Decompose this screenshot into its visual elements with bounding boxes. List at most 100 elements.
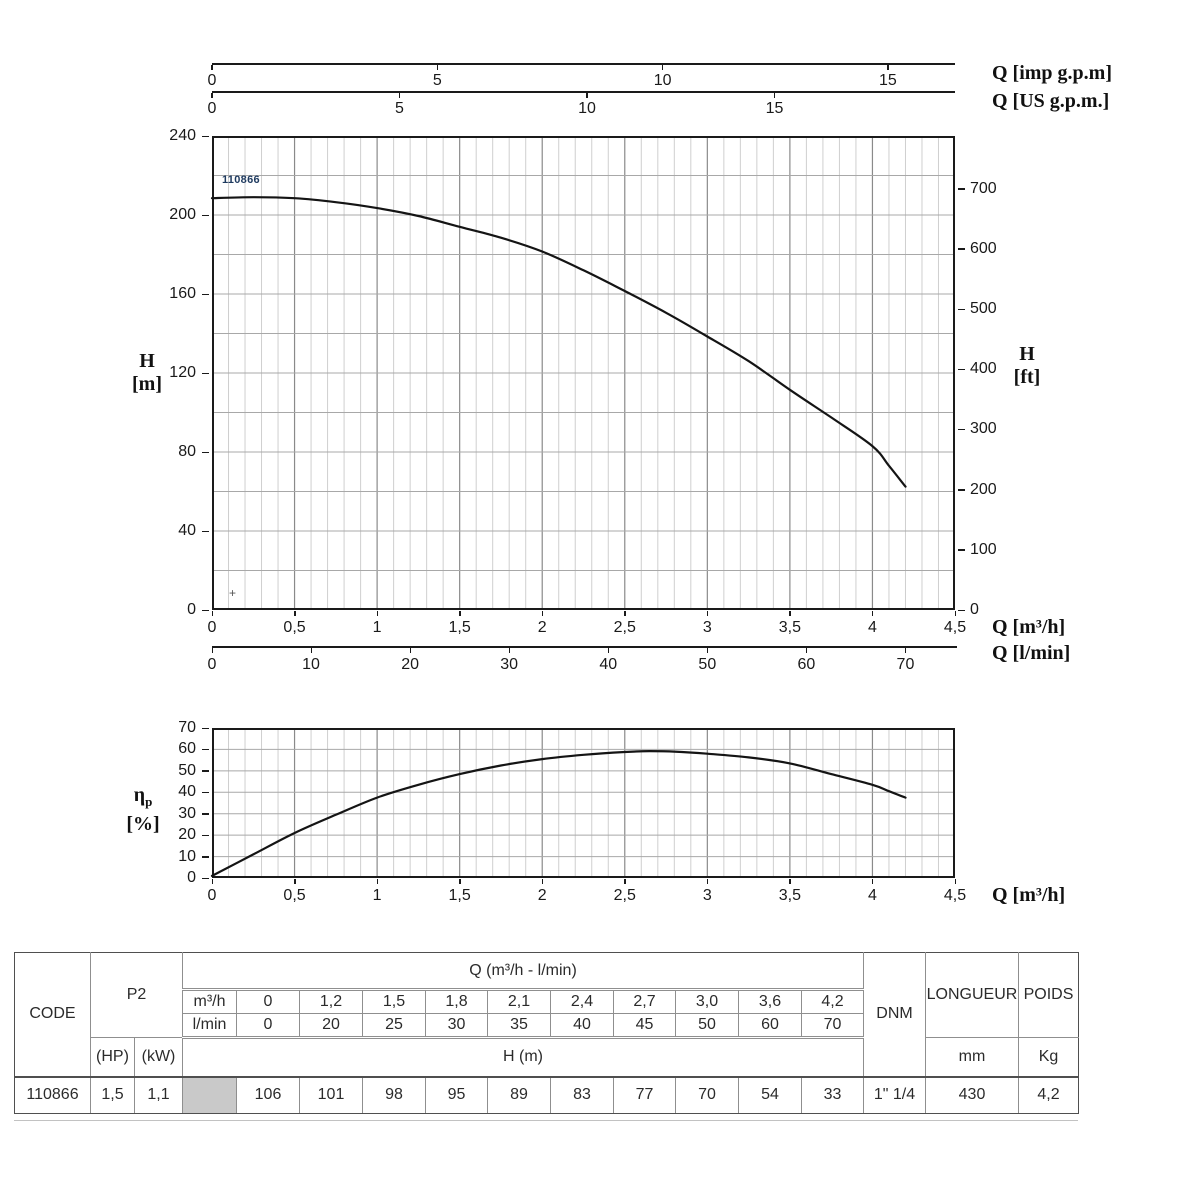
q-lmin-value: 50: [675, 1013, 739, 1039]
head-chart-right-tick-label: 100: [970, 540, 997, 558]
head-chart-x-tick-label: 3: [702, 619, 712, 636]
us-gpm-tick-label: 5: [395, 100, 404, 117]
efficiency-chart-x-tick-label: 0: [207, 887, 217, 904]
q-lmin-value: 20: [299, 1013, 363, 1039]
row-h-value: 77: [613, 1075, 676, 1114]
q-m3h-value: 2,4: [550, 989, 614, 1014]
head-chart-y-tick-mark: [202, 451, 209, 453]
efficiency-chart-y-tick-mark: [202, 748, 209, 751]
efficiency-chart-plot: [210, 728, 955, 878]
efficiency-y-axis-label: ηp [%]: [108, 784, 178, 836]
efficiency-chart-x-tick-label: 0,5: [283, 887, 306, 904]
row-h-value: 95: [425, 1075, 488, 1114]
row-h-value: 33: [801, 1075, 864, 1114]
head-chart-plot: [210, 136, 955, 610]
head-chart-right-tick-label: 500: [970, 300, 997, 317]
head-right-axis-label-symbol: H: [1019, 343, 1035, 365]
header-dnm: DNM: [863, 952, 926, 1077]
efficiency-chart-x-tick-label: 4,5: [943, 887, 967, 904]
row-h-value: 70: [675, 1075, 739, 1114]
us-gpm-tick-label: 15: [765, 100, 784, 117]
lmin-tick-label: 30: [500, 656, 519, 673]
efficiency-chart-x-tick-mark: [789, 879, 791, 884]
header-p2: P2: [90, 952, 183, 1038]
efficiency-symbol: ηp: [133, 784, 153, 809]
row-hp: 1,5: [90, 1075, 135, 1114]
efficiency-chart-x-tick-mark: [954, 879, 956, 884]
head-chart-y-tick-mark: [202, 530, 209, 532]
head-chart-y-tick-mark: [202, 135, 209, 137]
q-lmin-value: 40: [550, 1013, 614, 1039]
efficiency-chart-y-tick-mark: [202, 834, 209, 837]
head-chart-x-tick-mark: [789, 611, 791, 616]
us-gpm-line: [212, 91, 955, 93]
lmin-tick-mark: [904, 648, 907, 653]
efficiency-chart-frame: [212, 728, 955, 878]
row-h-value: 101: [299, 1075, 363, 1114]
row-h-value: 83: [550, 1075, 614, 1114]
efficiency-chart-x-tick-label: 1: [372, 887, 382, 904]
head-chart-x-tick-mark: [376, 611, 379, 616]
q-lmin-value: 0: [236, 1013, 300, 1039]
q-m3h-value: 1,5: [362, 989, 426, 1014]
head-right-axis-label: H [ft]: [992, 343, 1062, 389]
q-m3h-value: 1,8: [425, 989, 488, 1014]
row-h-value: 98: [362, 1075, 426, 1114]
efficiency-chart-y-tick-label: 30: [178, 804, 196, 822]
lmin-tick-label: 70: [896, 656, 915, 673]
imp-gpm-line: [212, 63, 955, 65]
header-lmin: l/min: [182, 1013, 237, 1039]
head-chart-right-tick-mark: [958, 248, 965, 250]
head-chart-right-tick-label: 300: [970, 420, 997, 438]
head-chart-x-tick-label: 3,5: [778, 619, 801, 636]
efficiency-chart-y-tick-label: 70: [178, 719, 196, 736]
efficiency-chart-x-tick-mark: [459, 879, 461, 884]
imp-gpm-tick-label: 15: [878, 72, 897, 89]
head-chart-x-tick-label: 0,5: [283, 619, 306, 636]
q-m3h-value: 3,0: [675, 989, 739, 1014]
q-lmin-value: 25: [362, 1013, 426, 1039]
q-m3h-value: 1,2: [299, 989, 363, 1014]
efficiency-chart-y-tick-mark: [202, 813, 209, 815]
row-h-value: 54: [738, 1075, 802, 1114]
us-gpm-tick-mark: [211, 93, 213, 98]
head-chart-right-tick-mark: [958, 308, 965, 310]
efficiency-chart-y-tick-mark: [202, 877, 209, 879]
imp-gpm-tick-label: 5: [432, 72, 442, 89]
efficiency-chart-curve: [210, 749, 907, 877]
lmin-axis-line: [212, 646, 957, 648]
table-shadow-line: [14, 1120, 1078, 1121]
efficiency-chart-y-tick-mark: [202, 856, 209, 858]
efficiency-chart-x-tick-label: 3,5: [778, 887, 801, 904]
head-chart-y-tick-label: 120: [169, 364, 196, 381]
header-longueur: LONGUEUR: [925, 952, 1019, 1038]
head-chart-x-tick-mark: [954, 611, 956, 616]
header-q-title: Q (m³/h - l/min): [182, 952, 864, 991]
head-right-axis-label-unit: [ft]: [1013, 366, 1041, 388]
efficiency-chart-y-tick-mark: [202, 770, 209, 772]
head-chart-y-tick-mark: [202, 609, 209, 611]
row-poids: 4,2: [1018, 1075, 1079, 1114]
efficiency-chart-x-tick-label: 3: [702, 887, 712, 904]
efficiency-x-axis-label: Q [m³/h]: [992, 884, 1066, 906]
lmin-tick-mark: [508, 648, 511, 653]
header-kw: (kW): [134, 1037, 183, 1077]
efficiency-chart-x-tick-mark: [294, 879, 296, 884]
lmin-axis-label: Q [l/min]: [992, 642, 1071, 664]
head-chart-x-tick-mark: [706, 611, 709, 616]
q-lmin-value: 35: [487, 1013, 551, 1039]
head-chart-x-tick-label: 2,5: [613, 619, 636, 636]
head-y-axis-label: H [m]: [112, 350, 182, 396]
efficiency-chart-x-tick-mark: [541, 879, 544, 884]
head-chart-right-tick-mark: [958, 549, 965, 551]
head-chart-right-tick-mark: [958, 368, 965, 371]
row-longueur: 430: [925, 1075, 1019, 1114]
head-chart-x-tick-mark: [624, 611, 626, 616]
efficiency-chart-y-tick-mark: [202, 727, 209, 729]
head-chart-curve: [210, 196, 907, 488]
header-code: CODE: [14, 952, 91, 1077]
head-chart-y-tick-label: 200: [169, 206, 196, 223]
imp-gpm-tick-label: 10: [653, 72, 672, 89]
head-chart-right-tick-label: 0: [970, 601, 979, 618]
head-chart-x-tick-label: 1: [372, 619, 382, 636]
